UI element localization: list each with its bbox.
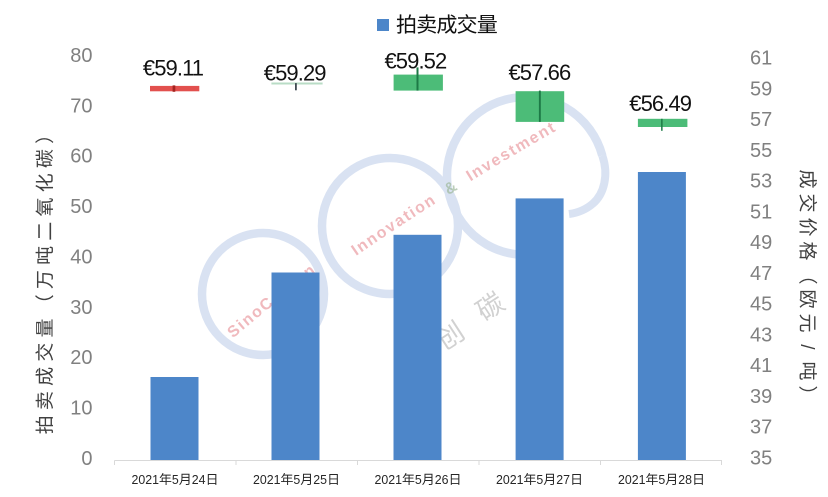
svg-text:50: 50 (70, 196, 92, 218)
svg-text:24: 24 (192, 472, 206, 487)
svg-text:45: 45 (750, 294, 772, 316)
svg-text:2021: 2021 (131, 472, 158, 487)
svg-text:47: 47 (750, 263, 772, 285)
svg-text:€59.11: €59.11 (143, 56, 204, 81)
svg-text:20: 20 (70, 347, 92, 369)
svg-text:€59.29: €59.29 (264, 60, 327, 85)
svg-text:51: 51 (750, 201, 772, 223)
svg-text:41: 41 (750, 355, 772, 377)
svg-text:/: / (796, 344, 817, 350)
svg-text:€57.66: €57.66 (508, 60, 571, 85)
svg-text:37: 37 (750, 417, 772, 439)
svg-text:61: 61 (750, 48, 772, 70)
svg-text:2021: 2021 (374, 472, 401, 487)
svg-text:€56.49: €56.49 (629, 91, 692, 116)
svg-text:10: 10 (70, 398, 92, 420)
svg-text:60: 60 (70, 146, 92, 168)
svg-text:25: 25 (313, 472, 327, 487)
svg-text:57: 57 (750, 109, 772, 131)
svg-text:27: 27 (556, 472, 570, 487)
svg-text:26: 26 (435, 472, 449, 487)
svg-text:55: 55 (750, 140, 772, 162)
svg-text:59: 59 (750, 78, 772, 100)
svg-text:2021: 2021 (618, 472, 645, 487)
svg-text:53: 53 (750, 171, 772, 193)
svg-text:39: 39 (750, 386, 772, 408)
svg-text:5: 5 (536, 472, 543, 487)
svg-text:35: 35 (750, 447, 772, 469)
svg-text:30: 30 (70, 297, 92, 319)
svg-text:5: 5 (293, 472, 300, 487)
svg-text:5: 5 (415, 472, 422, 487)
svg-text:€59.52: €59.52 (384, 49, 447, 74)
svg-text:5: 5 (658, 472, 665, 487)
svg-text:5: 5 (172, 472, 179, 487)
svg-text:0: 0 (81, 448, 92, 470)
svg-text:80: 80 (70, 45, 92, 67)
svg-text:2021: 2021 (496, 472, 523, 487)
svg-text:43: 43 (750, 324, 772, 346)
svg-text:2021: 2021 (253, 472, 280, 487)
svg-text:49: 49 (750, 232, 772, 254)
svg-text:70: 70 (70, 95, 92, 117)
svg-text:28: 28 (678, 472, 692, 487)
svg-text:40: 40 (70, 247, 92, 269)
